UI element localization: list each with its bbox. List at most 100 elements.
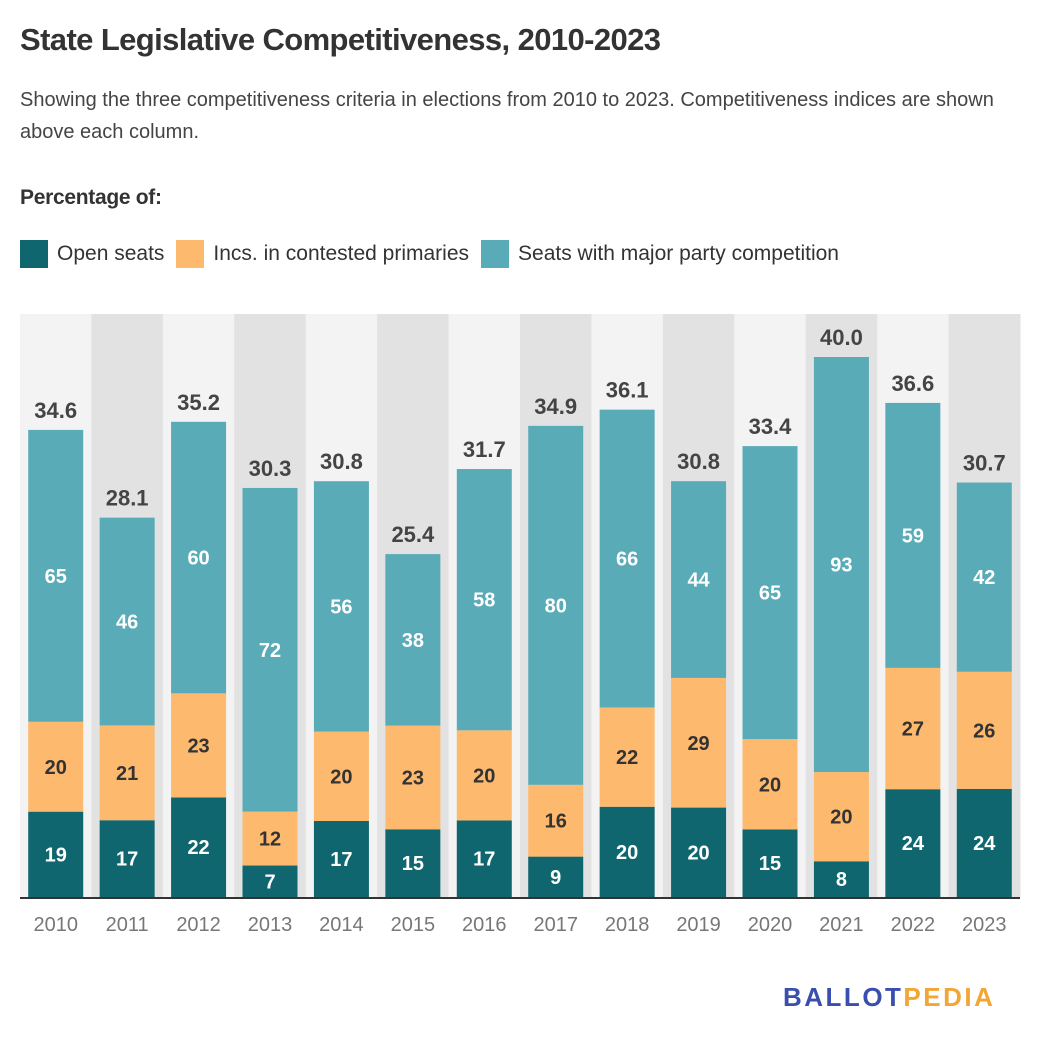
segment-value-label: 15 <box>402 853 424 875</box>
x-axis-tick-label: 2020 <box>748 914 793 936</box>
segment-value-label: 58 <box>473 590 495 612</box>
x-axis-tick-label: 2014 <box>319 914 364 936</box>
segment-value-label: 56 <box>330 596 352 618</box>
bar-segment-incs-in-contested-primaries[interactable] <box>671 677 727 808</box>
bar-segment-open-seats[interactable] <box>813 861 869 897</box>
bar-segment-open-seats[interactable] <box>528 856 584 897</box>
bar-segment-open-seats[interactable] <box>599 806 655 897</box>
bar-segment-incs-in-contested-primaries[interactable] <box>956 671 1012 789</box>
segment-value-label: 20 <box>45 757 67 779</box>
x-axis-tick-label: 2012 <box>176 914 221 936</box>
segment-value-label: 42 <box>973 567 995 589</box>
bar-segment-incs-in-contested-primaries[interactable] <box>99 725 155 821</box>
bar-segment-incs-in-contested-primaries[interactable] <box>242 811 298 866</box>
bar-segment-seats-with-major-party-competition[interactable] <box>813 357 869 773</box>
segment-value-label: 26 <box>973 720 995 742</box>
segment-value-label: 80 <box>545 595 567 617</box>
bar-segment-seats-with-major-party-competition[interactable] <box>171 421 227 694</box>
bar-segment-incs-in-contested-primaries[interactable] <box>171 693 227 798</box>
segment-value-label: 17 <box>116 849 138 871</box>
competitiveness-index-label: 33.4 <box>749 414 793 439</box>
legend-label: Seats with major party competition <box>518 242 839 265</box>
bar-segment-seats-with-major-party-competition[interactable] <box>742 446 798 740</box>
segment-value-label: 20 <box>616 842 638 864</box>
segment-value-label: 17 <box>330 849 352 871</box>
bar-segment-seats-with-major-party-competition[interactable] <box>599 409 655 708</box>
segment-value-label: 20 <box>759 774 781 796</box>
bar-segment-incs-in-contested-primaries[interactable] <box>885 667 941 790</box>
bar-segment-open-seats[interactable] <box>671 807 727 897</box>
competitiveness-index-label: 30.8 <box>320 449 363 474</box>
bar-segment-seats-with-major-party-competition[interactable] <box>671 481 727 678</box>
bar-segment-seats-with-major-party-competition[interactable] <box>28 429 84 722</box>
segment-value-label: 17 <box>473 849 495 871</box>
bar-segment-seats-with-major-party-competition[interactable] <box>313 481 369 732</box>
competitiveness-index-label: 36.6 <box>891 371 934 396</box>
bar-segment-seats-with-major-party-competition[interactable] <box>242 487 298 812</box>
bar-segment-incs-in-contested-primaries[interactable] <box>742 739 798 830</box>
chart-subtitle: Showing the three competitiveness criter… <box>20 89 994 143</box>
bar-segment-open-seats[interactable] <box>242 865 298 897</box>
x-axis-tick-label: 2013 <box>248 914 293 936</box>
bar-segment-incs-in-contested-primaries[interactable] <box>599 707 655 807</box>
segment-value-label: 23 <box>187 735 209 757</box>
bar-segment-open-seats[interactable] <box>742 829 798 897</box>
segment-value-label: 23 <box>402 767 424 789</box>
legend-swatch-major-party-competition <box>481 240 510 268</box>
legend-title: Percentage of: <box>20 186 162 209</box>
segment-value-label: 20 <box>830 807 852 829</box>
x-axis-tick-label: 2015 <box>391 914 436 936</box>
bar-segment-seats-with-major-party-competition[interactable] <box>456 469 512 731</box>
bar-segment-open-seats[interactable] <box>956 788 1012 897</box>
logo-part-pedia: PEDIA <box>903 982 996 1012</box>
x-axis-tick-label: 2016 <box>462 914 507 936</box>
legend-item-major-party-competition[interactable]: Seats with major party competition <box>481 240 839 268</box>
bar-segment-seats-with-major-party-competition[interactable] <box>885 402 941 668</box>
segment-value-label: 20 <box>473 765 495 787</box>
bar-segment-incs-in-contested-primaries[interactable] <box>528 784 584 857</box>
bar-segment-seats-with-major-party-competition[interactable] <box>956 482 1012 672</box>
legend-item-open-seats[interactable]: Open seats <box>20 240 164 268</box>
segment-value-label: 8 <box>836 869 847 891</box>
chart-title: State Legislative Competitiveness, 2010-… <box>20 22 661 57</box>
competitiveness-index-label: 36.1 <box>606 378 649 403</box>
stacked-bar-chart: 19 20 65 34.6 2010 17 21 46 28.1 2011 22 23 60 35.2 20… <box>20 314 1021 936</box>
bar-segment-open-seats[interactable] <box>313 820 369 897</box>
segment-value-label: 12 <box>259 829 281 851</box>
x-axis-tick-label: 2019 <box>676 914 721 936</box>
bar-segment-incs-in-contested-primaries[interactable] <box>456 730 512 821</box>
bar-segment-open-seats[interactable] <box>885 789 941 897</box>
competitiveness-index-label: 34.9 <box>534 394 577 419</box>
x-axis-tick-label: 2023 <box>962 914 1007 936</box>
bar-segment-incs-in-contested-primaries[interactable] <box>813 772 869 862</box>
segment-value-label: 65 <box>45 566 67 588</box>
bar-segment-open-seats[interactable] <box>171 797 227 897</box>
segment-value-label: 20 <box>330 766 352 788</box>
bar-segment-open-seats[interactable] <box>28 811 84 897</box>
legend-label: Open seats <box>57 242 165 265</box>
bar-segment-incs-in-contested-primaries[interactable] <box>28 721 84 812</box>
x-axis-tick-label: 2010 <box>33 914 78 936</box>
bar-segment-seats-with-major-party-competition[interactable] <box>385 554 441 726</box>
bar-segment-seats-with-major-party-competition[interactable] <box>99 517 155 726</box>
x-axis-tick-label: 2021 <box>819 914 864 936</box>
competitiveness-index-label: 28.1 <box>106 486 149 511</box>
legend-swatch-contested-primaries <box>176 240 205 268</box>
logo-part-ballot: BALLOT <box>783 982 904 1012</box>
competitiveness-index-label: 40.0 <box>820 325 863 350</box>
segment-value-label: 44 <box>687 570 710 592</box>
segment-value-label: 27 <box>902 719 924 741</box>
bar-segment-open-seats[interactable] <box>456 820 512 897</box>
bar-segment-open-seats[interactable] <box>385 829 441 897</box>
competitiveness-index-label: 34.6 <box>34 398 77 423</box>
bar-segment-seats-with-major-party-competition[interactable] <box>528 425 584 785</box>
segment-value-label: 72 <box>259 640 281 662</box>
segment-value-label: 20 <box>687 842 709 864</box>
competitiveness-index-label: 25.4 <box>391 522 435 547</box>
legend-item-contested-primaries[interactable]: Incs. in contested primaries <box>176 240 469 268</box>
bar-segment-incs-in-contested-primaries[interactable] <box>385 725 441 830</box>
x-axis-tick-label: 2018 <box>605 914 650 936</box>
bar-segment-incs-in-contested-primaries[interactable] <box>313 731 369 821</box>
bar-segment-open-seats[interactable] <box>99 820 155 897</box>
segment-value-label: 65 <box>759 583 781 605</box>
